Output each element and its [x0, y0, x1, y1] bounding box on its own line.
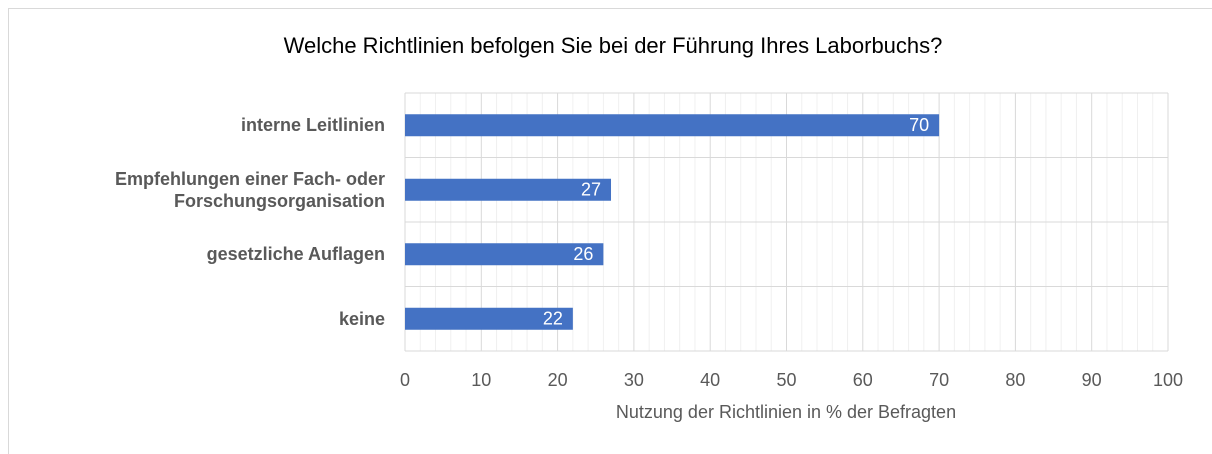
- x-tick-label: 90: [1082, 370, 1102, 390]
- bar: [405, 178, 612, 201]
- x-tick-label: 30: [624, 370, 644, 390]
- chart-title: Welche Richtlinien befolgen Sie bei der …: [284, 33, 943, 58]
- value-label: 27: [581, 180, 601, 200]
- chart-border: [8, 8, 1212, 454]
- x-tick-label: 100: [1153, 370, 1183, 390]
- x-tick-label: 50: [776, 370, 796, 390]
- y-tick-label: Empfehlungen einer Fach- oder Forschungs…: [114, 168, 385, 211]
- y-tick-label: gesetzliche Auflagen: [206, 244, 385, 265]
- x-tick-label: 70: [929, 370, 949, 390]
- x-tick-label: 80: [1005, 370, 1025, 390]
- bar: [405, 243, 604, 266]
- bar: [405, 307, 573, 330]
- value-label: 26: [573, 244, 593, 264]
- bar: [405, 114, 940, 137]
- x-tick-label: 20: [548, 370, 568, 390]
- x-tick-label: 10: [471, 370, 491, 390]
- y-tick-label: keine: [338, 308, 385, 329]
- value-label: 22: [543, 309, 563, 329]
- x-tick-label: 60: [853, 370, 873, 390]
- x-axis-label: Nutzung der Richtlinien in % der Befragt…: [616, 402, 956, 422]
- x-tick-label: 0: [400, 370, 410, 390]
- y-tick-label: interne Leitlinien: [240, 115, 385, 136]
- x-tick-label: 40: [700, 370, 720, 390]
- value-label: 70: [909, 115, 929, 135]
